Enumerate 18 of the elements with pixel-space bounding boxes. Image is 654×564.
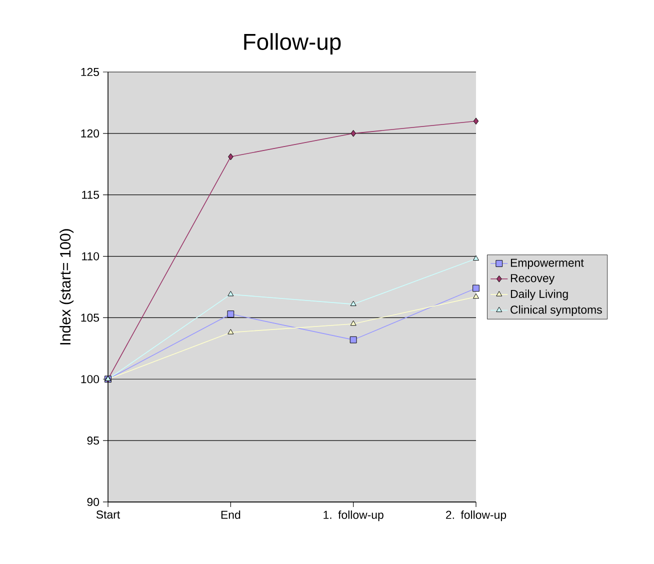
x-tick-label: Start — [96, 510, 120, 519]
y-tick-label: 110 — [82, 252, 100, 260]
legend-label: Daily Living — [510, 290, 568, 300]
y-tick-label: 115 — [82, 190, 100, 199]
x-tick-label: 2. follow-up — [446, 510, 506, 522]
y-tick-label: 100 — [81, 375, 100, 384]
y-tick-label: 105 — [81, 314, 100, 322]
legend-label: Clinical symptoms — [510, 305, 602, 316]
chart-title: Follow-up — [244, 33, 341, 54]
x-tick-label: End — [221, 510, 240, 519]
x-tick-label: 1. follow-up — [324, 510, 384, 522]
legend-label: Empowerment — [510, 258, 584, 270]
y-axis-title: Index (start= 100) — [60, 229, 74, 344]
y-tick-label: 125 — [81, 68, 100, 76]
legend-label: Recovey — [510, 274, 555, 284]
y-tick-label: 90 — [87, 498, 100, 506]
y-tick-label: 95 — [87, 436, 100, 445]
y-tick-label: 120 — [81, 129, 100, 138]
